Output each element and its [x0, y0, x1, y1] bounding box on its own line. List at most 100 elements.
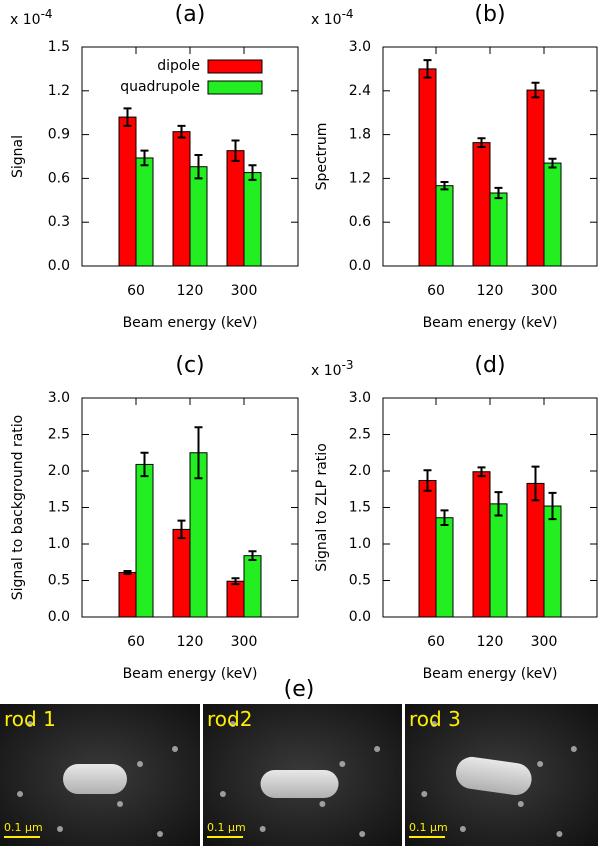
chart: (c) 0.0 0.5 1.0 1.5 2.0 2.5 3.0 Signal to backgr… [10, 353, 299, 682]
speck [259, 826, 266, 832]
chart-title: (c) [175, 353, 204, 378]
x-tick-label: 120 [477, 634, 504, 650]
error-bar [548, 157, 557, 169]
speck [319, 801, 326, 807]
error-bar [123, 570, 132, 575]
rod [63, 764, 127, 794]
y-multiplier-exponent: -3 [342, 358, 354, 372]
error-bar [140, 451, 149, 478]
speck [570, 746, 577, 752]
y-tick-label: 1.8 [349, 127, 371, 143]
error-bar [423, 59, 432, 79]
bar [118, 116, 137, 267]
scale-bar-label: 0.1 μm [4, 821, 43, 834]
y-tick-label: 0.6 [48, 170, 70, 186]
bar [543, 162, 562, 267]
error-bar [177, 519, 186, 540]
y-tick-label: 1.2 [48, 83, 70, 99]
chart-title: (a) [175, 2, 206, 27]
speck [137, 761, 143, 767]
x-tick-label: 60 [427, 634, 445, 650]
panel-label: (e) [284, 677, 315, 702]
x-tick-label: 60 [127, 283, 145, 299]
y-axis-label: Signal [10, 135, 26, 178]
x-axis-label: Beam energy (keV) [123, 315, 258, 331]
y-tick-label: 2.5 [349, 427, 371, 443]
chart-title: (d) [474, 353, 505, 378]
legend-swatch [207, 80, 263, 95]
bar [418, 68, 437, 267]
error-bar [123, 107, 132, 127]
speck [229, 721, 236, 727]
y-tick-label: 1.0 [48, 536, 70, 552]
rod-label: rod 3 [409, 707, 461, 731]
y-tick-label: 1.5 [48, 39, 70, 55]
speck [117, 801, 123, 807]
bar [243, 172, 262, 267]
rod-image: rod2 0.1 μm [203, 704, 402, 846]
y-multiplier-base: x 10 [10, 12, 41, 28]
speck [219, 791, 226, 797]
y-tick-label: 3.0 [48, 390, 70, 406]
bar [489, 192, 508, 267]
speck [339, 761, 346, 767]
x-tick-label: 120 [177, 634, 204, 650]
scale-bar-label: 0.1 μm [409, 821, 448, 834]
rod-image: rod 1 0.1 μm [0, 704, 200, 846]
chart: (a) x 10-4 0.0 0.3 0.6 0.9 1.2 1.5 Signal Beam en… [10, 2, 299, 331]
speck [57, 826, 63, 832]
bar [172, 131, 191, 267]
bar [472, 142, 491, 267]
error-bar [477, 137, 486, 149]
bar [135, 157, 154, 267]
error-bar [423, 469, 432, 492]
y-multiplier: x 10-4 [10, 7, 53, 29]
rod-label: rod 1 [4, 707, 56, 731]
y-axis-label: Signal to background ratio [10, 415, 26, 601]
bar [135, 463, 154, 618]
error-bar [548, 491, 557, 521]
bar [226, 150, 245, 267]
plot-frame [382, 397, 598, 618]
error-bar [531, 81, 540, 99]
y-tick-label: 1.2 [349, 170, 371, 186]
error-bar [440, 509, 449, 527]
speck [172, 746, 178, 752]
image-panel: (e) rod 1 0.1 μm rod2 0.1 μm rod 3 0.1 μm [0, 677, 598, 846]
bar [489, 503, 508, 618]
rod-image: rod 3 0.1 μm [405, 704, 598, 846]
chart-title: (b) [474, 2, 505, 27]
bar [172, 528, 191, 618]
y-axis-label: Spectrum [314, 123, 330, 191]
y-multiplier: x 10-3 [311, 358, 354, 380]
x-tick-label: 120 [177, 283, 204, 299]
error-bar [140, 149, 149, 167]
bar [118, 571, 137, 618]
error-bar [494, 491, 503, 517]
chart: (d) x 10-3 0.0 0.5 1.0 1.5 2.0 2.5 3.0 Signal to … [311, 353, 598, 682]
bar [226, 580, 245, 618]
x-tick-label: 60 [427, 283, 445, 299]
y-multiplier: x 10-4 [311, 7, 354, 29]
plot-frame [382, 46, 598, 267]
y-multiplier-base: x 10 [311, 12, 342, 28]
speck [157, 831, 163, 837]
x-axis-label: Beam energy (keV) [423, 315, 558, 331]
y-tick-label: 0.0 [48, 609, 70, 625]
y-tick-label: 1.5 [48, 500, 70, 516]
error-bar [194, 154, 203, 180]
legend-label: dipole [157, 58, 200, 74]
error-bar [231, 139, 240, 162]
x-axis-label: Beam energy (keV) [123, 666, 258, 682]
y-multiplier-base: x 10 [311, 363, 342, 379]
bar [526, 482, 545, 618]
y-tick-label: 0.9 [48, 127, 70, 143]
error-bar [477, 466, 486, 478]
chart: (b) x 10-4 0.0 0.6 1.2 1.8 2.4 3.0 Spectrum Beam … [311, 2, 598, 331]
x-axis-label: Beam energy (keV) [423, 666, 558, 682]
speck [430, 721, 437, 727]
y-tick-label: 2.4 [349, 83, 371, 99]
error-bar [531, 465, 540, 502]
bar [543, 505, 562, 618]
